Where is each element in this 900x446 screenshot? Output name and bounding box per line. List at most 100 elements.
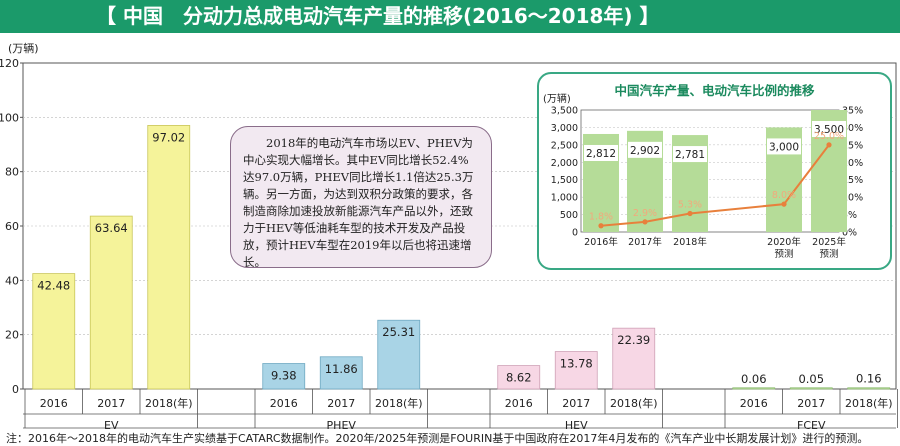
inset-right-tick-label: 20% xyxy=(842,158,863,169)
ev-share-point xyxy=(642,219,648,225)
phev-group-label: PHEV xyxy=(327,419,357,430)
inset-y-unit: (万辆) xyxy=(543,92,571,105)
inset-left-tick-label: 3,500 xyxy=(551,106,578,117)
inset-x-category-label: 2017年 xyxy=(628,236,662,248)
inset-bar-label: 2,902 xyxy=(630,145,660,157)
inset-right-tick-label: 15% xyxy=(842,175,863,186)
y-tick-label: 80 xyxy=(5,166,19,179)
ev-share-label: 1.8% xyxy=(589,212,613,223)
inset-left-tick-label: 2,000 xyxy=(551,158,578,169)
y-tick-label: 60 xyxy=(5,220,19,233)
x-category-label: 2018(年) xyxy=(845,396,893,410)
inset-right-tick-label: 10% xyxy=(842,193,863,204)
phev-bar xyxy=(319,356,363,390)
ev-value-label: 63.64 xyxy=(95,221,128,235)
inset-right-tick-label: 25% xyxy=(842,140,863,151)
y-axis-unit: (万辆) xyxy=(8,42,39,55)
x-category-label: 2017 xyxy=(327,397,355,410)
fcev-value-label: 0.16 xyxy=(856,372,882,386)
inset-right-tick-label: 30% xyxy=(842,123,863,134)
commentary-callout: 2018年的电动汽车市场以EV、PHEV为中心实现大幅增长。其中EV同比增长52… xyxy=(230,126,492,268)
hev-bar xyxy=(612,327,656,390)
inset-x-category-label: 2020年 xyxy=(767,236,801,248)
ev-share-label: 8.0% xyxy=(772,190,796,201)
fcev-bar xyxy=(732,387,776,390)
fcev-value-label: 0.05 xyxy=(798,372,824,386)
inset-left-tick-label: 1,000 xyxy=(551,193,578,204)
y-tick-label: 0 xyxy=(12,383,19,396)
ev-share-label: 5.3% xyxy=(678,200,702,211)
inset-bar-label: 2,781 xyxy=(675,149,705,161)
inset-x-sublabel: 预测 xyxy=(819,249,838,260)
inset-left-tick-label: 1,500 xyxy=(551,175,578,186)
ev-value-label: 42.48 xyxy=(37,279,70,293)
inset-bar-label: 2,812 xyxy=(586,148,616,160)
x-category-label: 2017 xyxy=(797,397,825,410)
y-tick-label: 120 xyxy=(0,57,19,70)
inset-bar-label: 3,500 xyxy=(814,124,844,136)
ev-group-label: EV xyxy=(104,419,119,430)
chart-title: 【 中国 分动力总成电动汽车产量的推移(2016～2018年) 】 xyxy=(96,4,660,28)
x-category-label: 2016 xyxy=(740,397,768,410)
inset-bar-label-box xyxy=(812,121,846,137)
hev-bar xyxy=(497,365,541,390)
x-category-label: 2016 xyxy=(505,397,533,410)
ev-bar xyxy=(32,273,76,390)
ev-share-label: 2.9% xyxy=(633,208,657,219)
y-tick-label: 20 xyxy=(5,329,19,342)
inset-bar-label-box xyxy=(767,138,801,155)
x-category-label: 2018(年) xyxy=(375,396,423,410)
inset-chart-title: 中国汽车产量、电动汽车比例的推移 xyxy=(614,83,815,98)
ev-share-point xyxy=(687,210,693,217)
x-category-label: 2018(年) xyxy=(610,396,658,410)
fcev-bar xyxy=(847,387,891,390)
inset-bar-label: 3,000 xyxy=(769,141,799,153)
inset-left-tick-label: 0 xyxy=(572,228,578,239)
inset-x-category-label: 2018年 xyxy=(673,236,707,248)
x-category-label: 2016 xyxy=(270,397,298,410)
x-category-label: 2018(年) xyxy=(145,396,193,410)
phev-bar xyxy=(262,363,306,390)
ev-share-point xyxy=(781,201,787,207)
inset-combo-chart: (万辆) 0 500 1,000 1,500 2,000 2,500 3,000 3,500 0%… xyxy=(543,92,863,260)
inset-x-category-label: 2025年 xyxy=(812,236,846,248)
x-category-label: 2017 xyxy=(97,397,125,410)
fcev-bar xyxy=(789,387,833,390)
inset-chart-panel: 中国汽车产量、电动汽车比例的推移 (万辆) 0 500 1,000 1,500 2,000… xyxy=(537,72,892,270)
inset-right-tick-label: 0% xyxy=(842,228,857,239)
inset-left-tick-label: 3,000 xyxy=(551,123,578,134)
inset-x-category-label: 2016年 xyxy=(584,236,618,248)
inset-bar-label-box xyxy=(673,146,707,163)
y-tick-label: 40 xyxy=(5,274,19,287)
phev-value-label: 9.38 xyxy=(271,369,297,383)
phev-value-label: 11.86 xyxy=(325,362,358,376)
ev-share-label: 25.0% xyxy=(814,131,844,142)
ev-value-label: 97.02 xyxy=(152,130,185,144)
hev-value-label: 22.39 xyxy=(617,333,650,347)
main-bar-chart: 0 20 40 60 80 100 120 42.48 2016 63.64 2017 97.02 20… xyxy=(0,57,898,430)
ev-bar xyxy=(89,215,133,390)
hev-value-label: 13.78 xyxy=(560,357,593,371)
hev-value-label: 8.62 xyxy=(506,371,532,385)
inset-right-tick-label: 5% xyxy=(842,210,857,221)
ev-share-point xyxy=(598,223,604,229)
inset-bar-label-box xyxy=(628,141,662,158)
inset-left-tick-label: 500 xyxy=(560,210,578,221)
phev-bar xyxy=(377,319,421,390)
inset-bar-label-box xyxy=(584,144,618,161)
footnote: 注：2016年～2018年的电动汽车生产实绩基于CATARC数据制作。2020年… xyxy=(6,432,869,445)
hev-bar xyxy=(554,351,598,390)
x-category-label: 2016 xyxy=(40,397,68,410)
hev-group-label: HEV xyxy=(565,419,588,430)
fcev-group-label: FCEV xyxy=(797,419,826,430)
inset-left-tick-label: 2,500 xyxy=(551,140,578,151)
y-tick-label: 100 xyxy=(0,111,19,124)
inset-right-tick-label: 35% xyxy=(842,106,863,117)
inset-x-sublabel: 预测 xyxy=(774,249,793,260)
phev-value-label: 25.31 xyxy=(382,325,415,339)
x-category-label: 2017 xyxy=(562,397,590,410)
chart-title-bar: 【 中国 分动力总成电动汽车产量的推移(2016～2018年) 】 xyxy=(0,0,900,33)
ev-share-point xyxy=(826,142,832,148)
fcev-value-label: 0.06 xyxy=(741,372,767,386)
ev-bar xyxy=(147,125,191,390)
